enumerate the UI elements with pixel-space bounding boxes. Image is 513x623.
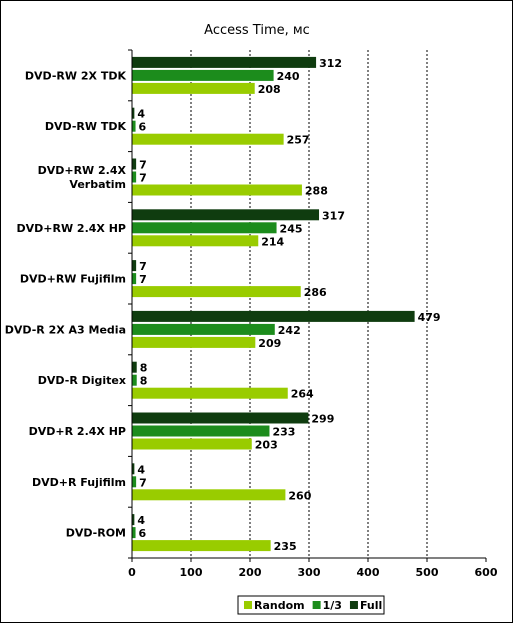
value-label: 8	[140, 375, 148, 388]
value-label: 312	[319, 57, 342, 70]
bar-Full-9	[132, 514, 135, 526]
value-label: 4	[137, 463, 145, 476]
value-label: 209	[258, 337, 281, 350]
bar-Full-6	[132, 361, 137, 373]
value-label: 7	[139, 476, 147, 489]
bar-13-7	[132, 425, 270, 437]
bar-Random-5	[132, 336, 256, 348]
value-label: 235	[274, 540, 297, 553]
bar-Random-3	[132, 235, 259, 247]
bar-Full-0	[132, 56, 317, 68]
x-tick-label: 400	[357, 566, 380, 579]
x-tick-label: 100	[180, 566, 203, 579]
value-label: 479	[418, 311, 441, 324]
category-label: DVD+RW Fujifilm	[20, 273, 126, 286]
x-tick-label: 300	[298, 566, 321, 579]
bar-Random-4	[132, 286, 301, 298]
legend: Random 1/3 Full	[237, 595, 385, 615]
value-label: 6	[139, 527, 147, 540]
x-tick-label: 600	[475, 566, 498, 579]
bar-13-4	[132, 273, 137, 285]
value-label: 203	[255, 439, 278, 452]
bar-Full-3	[132, 209, 320, 221]
bar-13-0	[132, 69, 274, 81]
bar-Random-8	[132, 489, 286, 501]
x-tick-label: 0	[128, 566, 136, 579]
value-label: 299	[311, 413, 334, 426]
bar-Full-5	[132, 310, 415, 322]
value-label: 242	[278, 324, 301, 337]
category-label: DVD+R 2.4X HP	[29, 425, 126, 438]
legend-swatch-Random	[244, 601, 252, 609]
category-label: DVD+R Fujifilm	[32, 476, 126, 489]
legend-label: Full	[360, 599, 382, 612]
bar-13-9	[132, 527, 136, 539]
bar-Random-9	[132, 540, 271, 552]
category-label: DVD-RW TDK	[45, 120, 127, 133]
category-label: DVD-R Digitex	[38, 374, 126, 387]
category-label: DVD-R 2X A3 Media	[5, 323, 126, 336]
bar-Full-2	[132, 158, 137, 170]
bar-Full-8	[132, 463, 135, 475]
value-label: 260	[288, 489, 311, 502]
bar-Random-1	[132, 133, 284, 145]
bar-13-5	[132, 323, 275, 335]
value-label: 4	[137, 514, 145, 527]
value-label: 288	[305, 185, 328, 198]
value-label: 7	[139, 273, 147, 286]
x-tick-label: 500	[416, 566, 439, 579]
legend-swatch-Full	[349, 601, 358, 609]
x-tick-label: 200	[239, 566, 262, 579]
value-label: 286	[304, 286, 327, 299]
value-label: 317	[322, 209, 345, 222]
legend-label: Random	[254, 599, 305, 612]
value-label: 233	[272, 426, 295, 439]
value-label: 7	[139, 159, 147, 172]
value-label: 7	[139, 260, 147, 273]
bar-Random-0	[132, 82, 255, 94]
legend-label: 1/3	[323, 599, 342, 612]
value-label: 4	[137, 108, 145, 121]
value-label: 214	[261, 235, 284, 248]
bar-Random-2	[132, 184, 302, 196]
category-label: Verbatim	[69, 178, 126, 191]
bar-Random-6	[132, 387, 288, 399]
category-label: DVD+RW 2.4X HP	[17, 222, 127, 235]
axes: 0 100 200 300 400 500 600	[128, 49, 498, 579]
bar-Random-7	[132, 438, 252, 450]
legend-box	[237, 595, 385, 615]
value-label: 240	[277, 70, 300, 83]
category-label: DVD-RW 2X TDK	[25, 69, 127, 82]
value-label: 264	[291, 388, 314, 401]
bar-Full-7	[132, 412, 309, 424]
bar-13-8	[132, 476, 137, 488]
value-label: 8	[140, 362, 148, 375]
category-label: DVD+RW 2.4X	[38, 164, 127, 177]
bar-13-2	[132, 171, 137, 183]
bar-Full-4	[132, 260, 137, 272]
category-label: DVD-ROM	[66, 527, 126, 540]
value-label: 208	[258, 83, 281, 96]
bar-13-6	[132, 374, 137, 386]
bars-group	[132, 56, 415, 552]
legend-swatch-13	[312, 601, 321, 609]
bar-Full-1	[132, 107, 135, 119]
value-labels: 3122402084625777288317245214772864792422…	[137, 57, 440, 553]
value-label: 7	[139, 172, 147, 185]
value-label: 6	[139, 121, 147, 134]
chart-title: Access Time, мс	[204, 23, 310, 38]
category-labels: DVD-RW 2X TDK DVD-RW TDK DVD+RW 2.4XVerbat…	[5, 69, 127, 539]
bar-13-3	[132, 222, 277, 234]
value-label: 245	[280, 222, 303, 235]
value-label: 257	[287, 134, 310, 147]
bar-13-1	[132, 120, 136, 132]
